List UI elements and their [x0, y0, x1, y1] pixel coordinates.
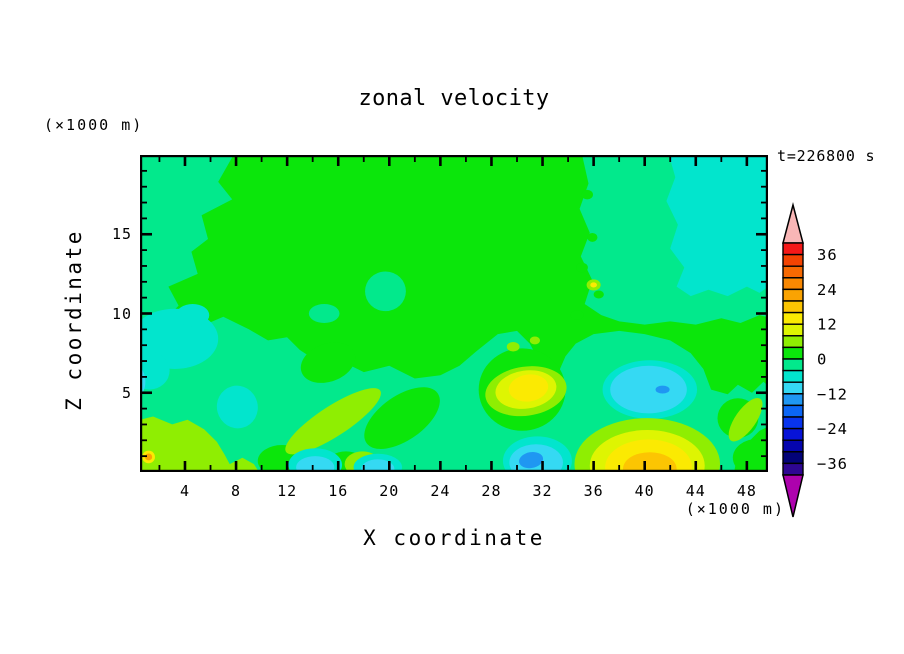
- x-tick-label: 16: [328, 482, 349, 500]
- x-tick-label: 24: [430, 482, 451, 500]
- colorbar-cell: [782, 369, 804, 383]
- colorbar-cell: [782, 451, 804, 465]
- contour-blob: [610, 365, 687, 414]
- y-axis-title: Z coordinate: [62, 229, 86, 411]
- contour-blob: [285, 388, 381, 455]
- contour-blob: [655, 385, 670, 394]
- x-tick-label: 44: [685, 482, 706, 500]
- colorbar-cell: [782, 462, 804, 476]
- y-tick-label: 10: [111, 304, 132, 323]
- colorbar-tick-label: 24: [817, 281, 838, 299]
- colorbar-tick-label: 36: [817, 246, 838, 264]
- colorbar-cell: [782, 427, 804, 441]
- contour-blob: [732, 438, 768, 472]
- colorbar-cell: [782, 393, 804, 407]
- colorbar-tick-label: 12: [817, 316, 838, 334]
- contour-blob: [570, 310, 584, 320]
- colorbar-over-arrow: [782, 202, 804, 244]
- x-tick-label: 28: [481, 482, 502, 500]
- contour-blob: [506, 342, 520, 352]
- x-tick-label: 8: [231, 482, 242, 500]
- contour-blob: [581, 189, 593, 200]
- colorbar-cell: [782, 277, 804, 291]
- colorbar-under-arrow: [782, 474, 804, 518]
- colorbar-cell: [782, 346, 804, 360]
- contour-blob: [365, 271, 406, 312]
- contour-blob: [590, 282, 597, 288]
- chart-title: zonal velocity: [358, 86, 550, 111]
- colorbar-cell: [782, 335, 804, 349]
- colorbar-cell: [782, 404, 804, 418]
- colorbar-cell: [782, 242, 804, 256]
- contour-blob: [529, 336, 540, 345]
- contour-blob: [519, 452, 544, 469]
- colorbar-cell: [782, 311, 804, 325]
- contour-blob: [587, 232, 598, 242]
- colorbar-cell: [782, 381, 804, 395]
- colorbar-tick-label: 0: [817, 351, 827, 369]
- contour-blob: [296, 456, 335, 472]
- contour-blob: [364, 387, 440, 449]
- plot-frame: [140, 155, 768, 472]
- colorbar-tick-label: −36: [817, 455, 848, 473]
- colorbar: 36 24 12 0 −12 −24 −36: [775, 198, 885, 528]
- x-tick-label: 32: [532, 482, 553, 500]
- colorbar-tick-label: −12: [817, 385, 848, 403]
- contour-region: [140, 155, 234, 346]
- x-tick-label: 36: [583, 482, 604, 500]
- x-tick-label: 20: [379, 482, 400, 500]
- contour-blob: [622, 452, 677, 472]
- colorbar-cell: [782, 439, 804, 453]
- contour-blob: [508, 374, 549, 402]
- colorbar-cell: [782, 253, 804, 267]
- x-tick-label: 12: [277, 482, 298, 500]
- colorbar-cell: [782, 416, 804, 430]
- y-tick-label: 15: [111, 225, 132, 244]
- colorbar-cell: [782, 288, 804, 302]
- contour-blob: [576, 262, 588, 273]
- contour-blob: [176, 303, 210, 327]
- axis-ticks: [142, 157, 766, 470]
- colorbar-tick-label: −24: [817, 420, 848, 438]
- contour-blob: [140, 351, 170, 390]
- x-tick-label: 40: [634, 482, 655, 500]
- x-axis-title: X coordinate: [363, 526, 545, 550]
- time-annotation: t=226800 s: [777, 147, 876, 165]
- colorbar-cell: [782, 300, 804, 314]
- colorbar-cell: [782, 358, 804, 372]
- x-tick-label: 48: [736, 482, 757, 500]
- y-axis-unit-note: (×1000 m): [44, 116, 144, 134]
- contour-region: [666, 155, 768, 297]
- colorbar-cell: [782, 323, 804, 337]
- contour-blob: [728, 397, 763, 442]
- colorbar-cell: [782, 265, 804, 279]
- field-blobs: [140, 155, 768, 472]
- x-axis-unit-note: (×1000 m): [685, 500, 785, 518]
- contour-field: [140, 155, 768, 472]
- colorbar-svg: 36 24 12 0 −12 −24 −36: [782, 202, 848, 518]
- contour-blob: [300, 342, 356, 383]
- contour-blob: [593, 290, 604, 299]
- contour-blob: [145, 453, 153, 461]
- contour-blob: [361, 459, 395, 472]
- x-tick-label: 4: [179, 482, 190, 500]
- plot-area: [140, 155, 768, 472]
- y-tick-label: 5: [121, 383, 132, 402]
- contour-region: [140, 416, 259, 472]
- contour-blob: [308, 303, 340, 324]
- contour-blob: [216, 385, 258, 429]
